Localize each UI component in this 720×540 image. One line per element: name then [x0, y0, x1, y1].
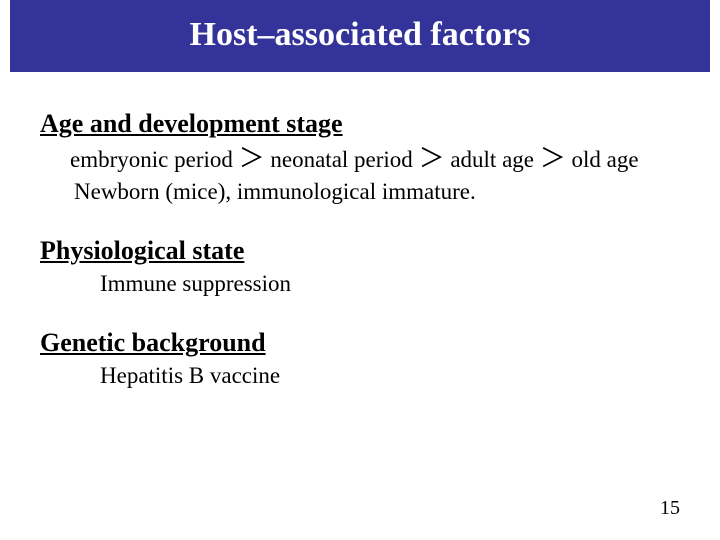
s1-l1-gt3: ＞ — [540, 144, 566, 173]
section1-line1: embryonic period ＞ neonatal period ＞ adu… — [70, 141, 690, 176]
spacer1 — [40, 207, 690, 233]
s1-l1-p2: neonatal period — [265, 147, 419, 172]
slide-title: Host–associated factors — [190, 16, 531, 53]
s1-l1-p4: adult age — [445, 147, 540, 172]
section2-sub: Immune suppression — [100, 268, 690, 299]
s1-l1-gt1: ＞ — [239, 144, 265, 173]
s1-l1-gt2: ＞ — [419, 144, 445, 173]
s1-l1-p0: embryonic period — [70, 147, 239, 172]
section1-head: Age and development stage — [40, 106, 690, 141]
page-number: 15 — [660, 497, 680, 520]
section3-sub: Hepatitis B vaccine — [100, 360, 690, 391]
section3-head: Genetic background — [40, 325, 690, 360]
s1-l1-p6: old age — [566, 147, 639, 172]
slide-content: Age and development stage embryonic peri… — [0, 72, 720, 392]
title-bar: Host–associated factors — [10, 0, 710, 72]
spacer2 — [40, 299, 690, 325]
section2-head: Physiological state — [40, 233, 690, 268]
section1-line2: Newborn (mice), immunological immature. — [74, 176, 690, 207]
